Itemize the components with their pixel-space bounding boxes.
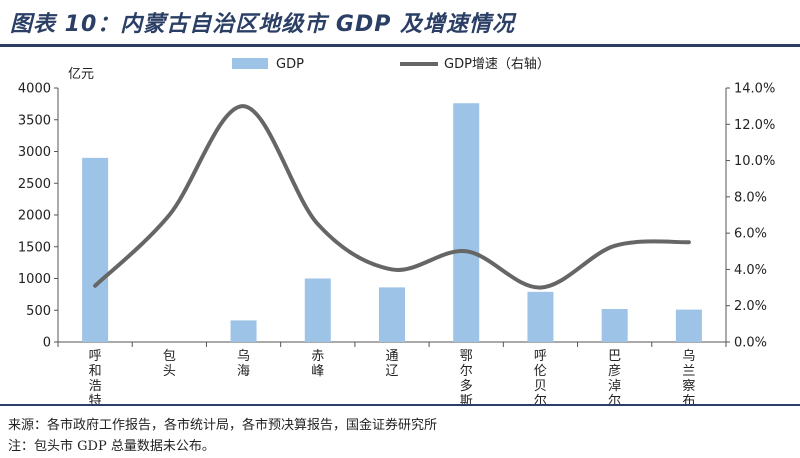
- right-tick-label: 8.0%: [734, 190, 767, 205]
- gdp-bar: [304, 278, 331, 342]
- gdp-bar: [453, 103, 480, 342]
- category-label: 呼和浩特: [89, 349, 102, 404]
- right-tick-label: 0.0%: [734, 336, 767, 351]
- right-tick-label: 6.0%: [734, 227, 767, 242]
- left-tick-label: 3000: [18, 145, 51, 160]
- chart: 0 500 1000 1500 2000 2500 3000 3500 4000 亿元 0.0% 2.…: [18, 57, 775, 404]
- figure-title: 图表 10：内蒙古自治区地级市 GDP 及增速情况: [10, 12, 516, 37]
- gdp-growth-line: [93, 104, 691, 290]
- category-label: 通辽: [385, 349, 398, 379]
- category-label: 赤峰: [311, 349, 324, 379]
- source-line: 来源：各市政府工作报告，各市统计局，各市预决算报告，国金证券研究所: [8, 418, 438, 433]
- category-label: 乌海: [237, 348, 250, 379]
- gdp-bar: [82, 157, 109, 342]
- gdp-bar: [675, 309, 702, 342]
- left-tick-label: 2500: [18, 177, 51, 192]
- legend-gdp-swatch: [232, 58, 268, 69]
- category-label: 鄂尔多斯: [460, 349, 473, 404]
- left-tick-label: 3500: [18, 113, 51, 128]
- left-tick-label: 1000: [18, 272, 51, 287]
- category-label: 包头: [163, 349, 176, 379]
- source-notes: 来源：各市政府工作报告，各市统计局，各市预决算报告，国金证券研究所 注：包头市 …: [0, 404, 800, 458]
- figure-title-bar: 图表 10：内蒙古自治区地级市 GDP 及增速情况: [0, 0, 800, 47]
- left-tick-label: 2000: [18, 209, 51, 224]
- legend-growth-label: GDP增速（右轴）: [444, 57, 550, 72]
- category-label: 巴彦淖尔: [608, 349, 621, 404]
- left-tick-label: 4000: [18, 82, 51, 97]
- legend-gdp-label: GDP: [276, 57, 304, 72]
- right-tick-label: 12.0%: [734, 118, 775, 133]
- right-tick-label: 4.0%: [734, 263, 767, 278]
- right-tick-label: 2.0%: [734, 299, 767, 314]
- gdp-bar: [379, 287, 405, 342]
- left-tick-label: 1500: [18, 240, 51, 255]
- left-axis-unit: 亿元: [68, 67, 94, 82]
- note-line: 注：包头市 GDP 总量数据未公布。: [8, 439, 215, 454]
- category-label: 乌兰察布: [682, 348, 695, 404]
- gdp-bar: [527, 291, 554, 342]
- gdp-bar: [601, 308, 628, 342]
- right-tick-label: 10.0%: [734, 154, 775, 169]
- right-tick-label: 14.0%: [734, 82, 775, 97]
- category-label: 呼伦贝尔: [534, 349, 547, 404]
- left-tick-label: 500: [26, 304, 51, 319]
- left-tick-label: 0: [43, 336, 51, 351]
- gdp-bar: [230, 320, 257, 342]
